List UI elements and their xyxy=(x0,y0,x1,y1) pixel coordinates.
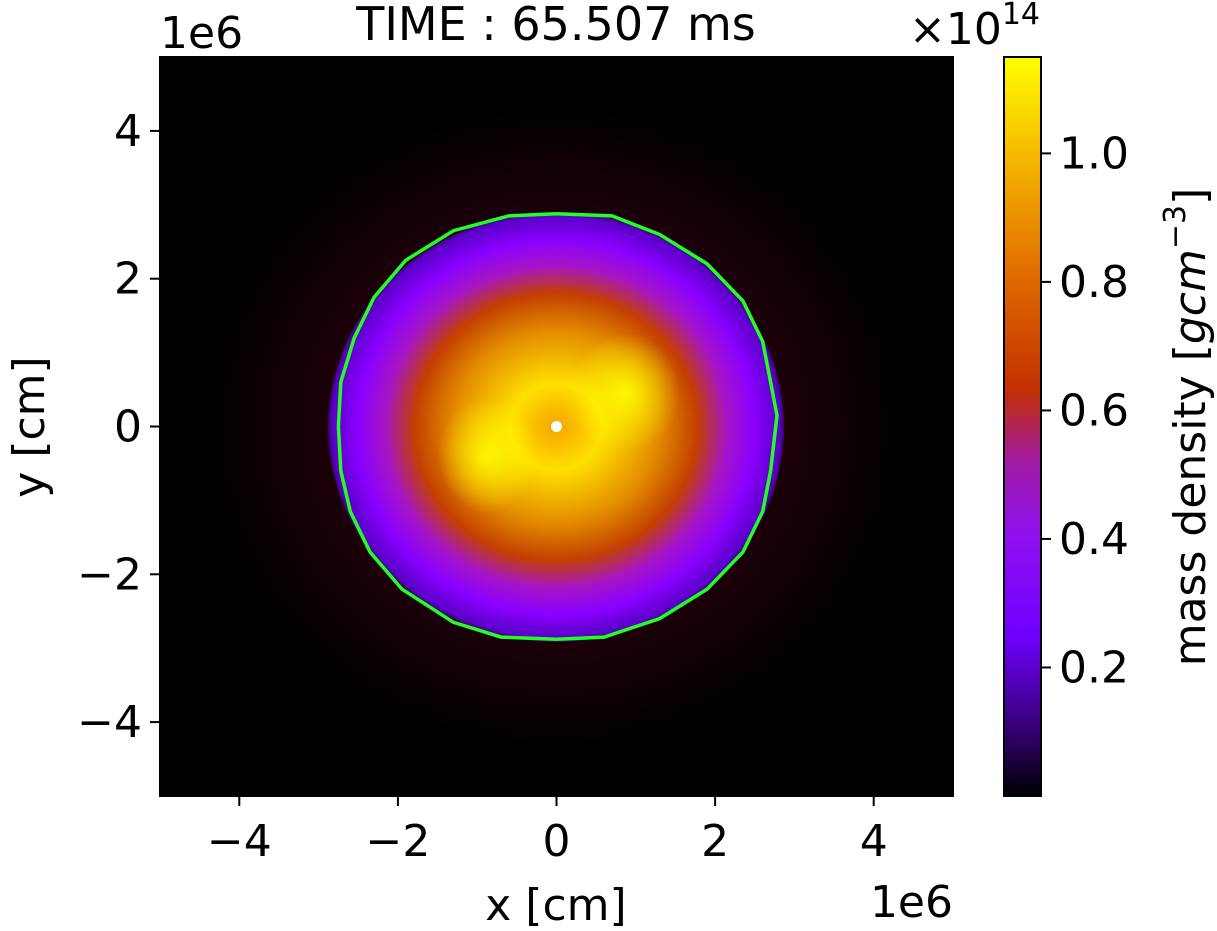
density-contour-line xyxy=(336,211,779,642)
x-scale-label: 1e6 xyxy=(870,877,953,928)
y-tick-label: −2 xyxy=(77,549,142,600)
colorbar-label: mass density [gcm−3] xyxy=(1158,188,1216,667)
x-tick-label: −2 xyxy=(365,816,430,867)
y-tick-label: 4 xyxy=(114,106,142,157)
y-scale-label: 1e6 xyxy=(160,8,243,59)
y-axis-ticks: −4 −2 0 2 4 xyxy=(77,106,160,748)
plot-area xyxy=(159,56,954,797)
y-tick-label: 0 xyxy=(114,402,142,453)
y-tick-label: −4 xyxy=(77,697,142,748)
colorbar-scale-prefix: ×10 xyxy=(909,4,1002,55)
colorbar: 0.2 0.4 0.6 0.8 1.0 ×1014 mass density [gcm−… xyxy=(909,0,1216,797)
colorbar-label-suffix: ] xyxy=(1165,188,1216,205)
x-axis-label: x [cm] xyxy=(485,880,626,931)
colorbar-gradient xyxy=(1003,56,1042,797)
colorbar-tick-label: 0.2 xyxy=(1059,642,1129,693)
colorbar-tick-label: 0.4 xyxy=(1059,514,1129,565)
hotspot-left xyxy=(438,397,538,513)
colorbar-tick-label: 1.0 xyxy=(1059,128,1129,179)
x-tick-label: 2 xyxy=(701,816,729,867)
x-tick-label: 0 xyxy=(543,816,571,867)
center-marker xyxy=(551,421,562,432)
colorbar-tick-label: 0.6 xyxy=(1059,385,1129,436)
y-tick-label: 2 xyxy=(114,254,142,305)
colorbar-tick-label: 0.8 xyxy=(1059,257,1129,308)
colorbar-label-exponent: −3 xyxy=(1158,205,1193,249)
x-tick-label: 4 xyxy=(860,816,888,867)
hotspot-right xyxy=(570,333,680,453)
colorbar-ticks: 0.2 0.4 0.6 0.8 1.0 xyxy=(1041,128,1129,693)
colorbar-label-units: gcm xyxy=(1165,249,1216,344)
colorbar-scale-exponent: 14 xyxy=(1002,0,1040,32)
colorbar-scale-label: ×1014 xyxy=(909,0,1040,55)
y-axis-label: y [cm] xyxy=(4,356,55,497)
colorbar-label-prefix: mass density [ xyxy=(1165,344,1216,666)
chart-title: TIME : 65.507 ms xyxy=(355,0,756,51)
x-tick-label: −4 xyxy=(207,816,272,867)
x-axis-ticks: −4 −2 0 2 4 xyxy=(207,796,888,867)
